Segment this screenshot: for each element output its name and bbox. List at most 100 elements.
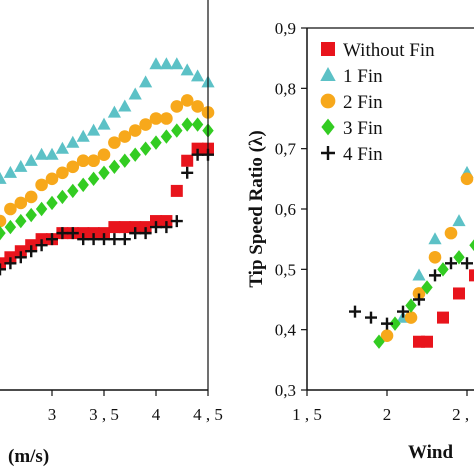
legend-marker <box>320 93 336 109</box>
data-point <box>0 214 7 228</box>
data-point <box>139 75 153 88</box>
y-tick-label: 0,8 <box>275 79 296 98</box>
data-point <box>159 57 173 70</box>
data-point <box>445 257 457 270</box>
data-point <box>76 129 90 142</box>
data-point <box>87 154 100 168</box>
data-point <box>67 183 79 199</box>
data-point <box>460 172 474 186</box>
x-tick-label: 1 , 5 <box>292 405 322 424</box>
data-point <box>0 171 7 184</box>
data-point <box>97 148 111 161</box>
data-point <box>25 245 38 258</box>
data-point <box>150 135 162 150</box>
right-x-tick-labels: 1 , 5 2 2 , 5 <box>292 390 474 424</box>
data-point <box>14 159 28 172</box>
data-point <box>149 112 163 125</box>
data-point <box>365 311 377 324</box>
legend: Without Fin 1 Fin 2 Fin 3 Fin 4 Fin <box>320 40 435 165</box>
right-plot: 0,3 0,4 0,5 0,6 0,7 0,8 0,9 1 , 5 2 2 , 5 Tip Sp… <box>246 19 474 463</box>
data-point <box>14 196 28 210</box>
y-tick-label: 0,5 <box>275 260 296 279</box>
data-point <box>0 257 6 270</box>
data-point <box>87 233 100 246</box>
data-point <box>46 195 58 211</box>
data-point <box>412 268 426 281</box>
data-point <box>429 269 441 282</box>
data-point <box>404 311 418 324</box>
data-point <box>3 165 17 178</box>
data-point <box>405 298 417 313</box>
legend-label: 3 Fin <box>343 118 383 139</box>
y-tick-label: 0,9 <box>275 19 296 38</box>
x-tick-label: 2 <box>383 405 392 424</box>
data-point <box>77 177 89 193</box>
data-point <box>150 221 162 234</box>
data-point <box>181 154 194 167</box>
data-point <box>108 159 121 174</box>
data-point <box>160 129 173 144</box>
data-point <box>66 160 80 174</box>
data-point <box>108 136 121 149</box>
data-point <box>35 201 48 217</box>
data-point <box>469 269 474 282</box>
data-point <box>25 207 37 223</box>
data-point <box>98 165 110 180</box>
data-point <box>170 100 184 113</box>
data-point <box>191 142 204 155</box>
data-point <box>76 154 90 168</box>
data-point <box>421 335 433 348</box>
data-point <box>4 257 17 270</box>
right-data-marks <box>349 165 474 349</box>
data-point <box>97 117 111 130</box>
data-point <box>170 215 183 228</box>
data-point <box>118 130 132 143</box>
legend-marker <box>321 146 335 160</box>
right-y-tick-labels: 0,3 0,4 0,5 0,6 0,7 0,8 0,9 <box>275 19 307 400</box>
data-point <box>45 172 59 186</box>
data-point <box>108 221 121 234</box>
data-point <box>118 99 132 112</box>
data-point <box>412 287 426 300</box>
data-point <box>24 190 38 204</box>
data-point <box>119 153 131 168</box>
data-point <box>160 221 173 234</box>
data-point <box>66 227 79 240</box>
data-point <box>25 239 38 252</box>
right-x-axis-title: Wind <box>408 442 454 463</box>
y-tick-label: 0,6 <box>275 200 296 219</box>
data-point <box>160 215 173 228</box>
left-plot: 3 3 , 5 4 4 , 5 (m/s) <box>0 0 223 467</box>
data-point <box>452 214 466 227</box>
data-point <box>4 219 17 235</box>
data-point <box>98 233 110 246</box>
data-point <box>150 215 162 228</box>
legend-label: 1 Fin <box>343 66 383 87</box>
data-point <box>461 257 473 270</box>
x-tick-label: 3 , 5 <box>89 405 119 424</box>
data-point <box>428 232 442 245</box>
data-point <box>24 153 38 166</box>
data-point <box>181 117 193 132</box>
data-point <box>171 123 183 138</box>
data-point <box>180 94 194 107</box>
data-point <box>397 305 409 318</box>
data-point <box>87 123 101 136</box>
data-point <box>181 166 194 179</box>
data-point <box>55 141 69 154</box>
data-point <box>413 293 425 306</box>
data-point <box>453 250 465 265</box>
data-point <box>149 57 163 70</box>
data-point <box>15 213 27 229</box>
data-point <box>139 141 152 156</box>
legend-marker <box>320 66 336 81</box>
data-point <box>14 245 27 258</box>
data-point <box>108 233 121 246</box>
data-point <box>35 147 49 160</box>
data-point <box>389 316 401 331</box>
data-point <box>56 189 69 205</box>
data-point <box>437 262 449 277</box>
data-point <box>35 233 48 246</box>
data-point <box>35 178 48 192</box>
data-point <box>180 63 194 76</box>
